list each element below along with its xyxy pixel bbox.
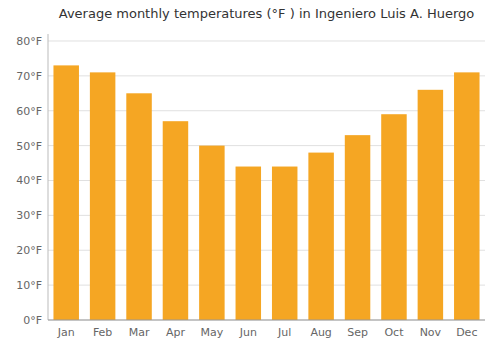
y-tick-label: 0°F (23, 314, 42, 327)
x-tick-label: Jun (239, 326, 257, 339)
x-tick-label: Apr (166, 326, 186, 339)
x-tick-label: Feb (93, 326, 112, 339)
y-axis-line (48, 34, 49, 320)
y-tick-label: 30°F (16, 209, 42, 222)
bar (272, 167, 297, 320)
y-tick-label: 10°F (16, 279, 42, 292)
x-tick-label: Aug (310, 326, 331, 339)
bar (381, 114, 406, 320)
bar (418, 90, 443, 320)
x-tick-label: Oct (384, 326, 404, 339)
y-tick-label: 20°F (16, 244, 42, 257)
bar (90, 72, 115, 320)
bar (199, 146, 224, 320)
title: Average monthly temperatures (°F ) in In… (59, 6, 475, 21)
bar (53, 65, 78, 320)
bar (163, 121, 188, 320)
grid-line (48, 320, 485, 321)
y-tick-label: 80°F (16, 35, 42, 48)
x-tick-label: Nov (420, 326, 442, 339)
grid (48, 41, 485, 320)
x-axis-line (48, 320, 485, 321)
bar (454, 72, 479, 320)
chart-container: Average monthly temperatures (°F ) in In… (0, 0, 500, 350)
bar (236, 167, 261, 320)
y-tick-label: 50°F (16, 140, 42, 153)
x-tick-label: Jan (57, 326, 75, 339)
x-tick-label: Sep (347, 326, 368, 339)
y-tick-label: 40°F (16, 174, 42, 187)
bar (308, 153, 333, 320)
x-tick-label: Mar (129, 326, 150, 339)
x-tick-label: Dec (456, 326, 477, 339)
x-tick-label: May (201, 326, 224, 339)
grid-line (48, 40, 485, 41)
bar (126, 93, 151, 320)
bars (53, 65, 479, 320)
chart-svg: Average monthly temperatures (°F ) in In… (0, 0, 500, 350)
bar (345, 135, 370, 320)
y-tick-label: 70°F (16, 70, 42, 83)
y-tick-label: 60°F (16, 105, 42, 118)
x-tick-label: Jul (277, 326, 291, 339)
